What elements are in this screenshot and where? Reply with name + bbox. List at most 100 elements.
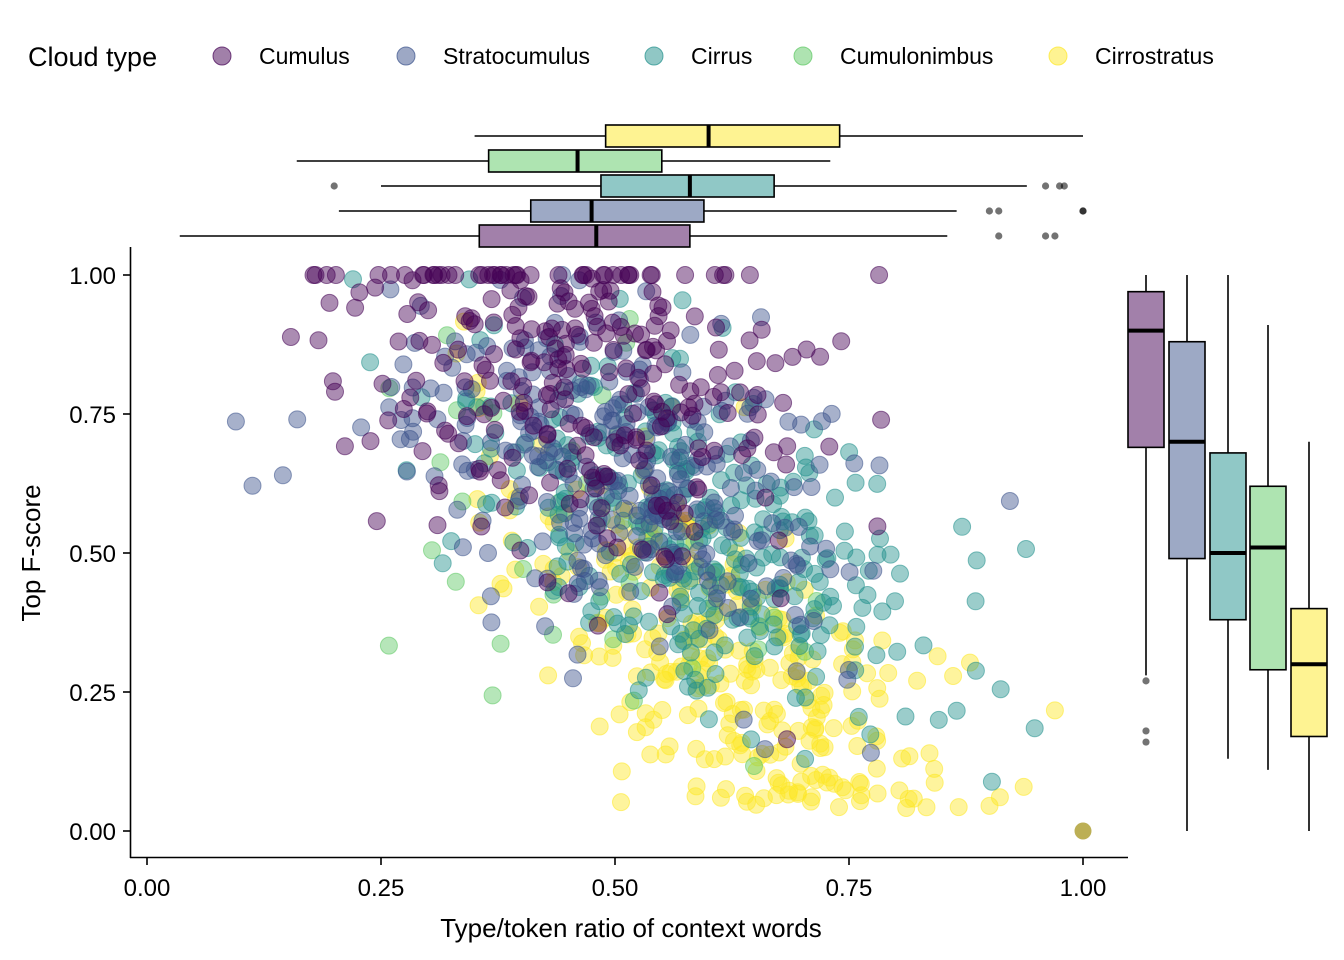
- point-cumulus: [676, 266, 695, 284]
- point-stratocumulus: [524, 421, 543, 440]
- legend-key-cirrostratus: [1048, 46, 1068, 66]
- point-cirrus: [846, 637, 864, 656]
- point-cirrostratus: [811, 739, 830, 757]
- point-cirrostratus: [904, 789, 923, 808]
- point-cirrus: [742, 730, 761, 749]
- point-cumulus: [439, 266, 458, 284]
- point-cumulus: [673, 547, 692, 566]
- point-cirrus: [732, 555, 751, 574]
- point-cumulus: [745, 428, 764, 447]
- point-cirrostratus: [590, 717, 609, 736]
- point-stratocumulus: [515, 331, 534, 350]
- point-cumulus: [366, 278, 385, 297]
- point-stratocumulus: [667, 522, 686, 541]
- point-stratocumulus: [538, 493, 556, 511]
- point-cirrus: [753, 525, 772, 544]
- point-cumulus: [543, 373, 562, 392]
- point-stratocumulus: [510, 487, 529, 506]
- point-cirrostratus: [747, 762, 766, 780]
- point-cumulus: [501, 281, 520, 300]
- point-stratocumulus: [752, 308, 770, 327]
- point-stratocumulus: [568, 574, 587, 593]
- point-stratocumulus: [756, 740, 774, 759]
- point-cumulus: [605, 433, 624, 452]
- point-cirrostratus: [539, 666, 558, 685]
- point-cumulus: [503, 448, 522, 467]
- point-cirrus: [616, 625, 634, 643]
- point-cumulus: [491, 471, 510, 490]
- point-stratocumulus: [786, 606, 805, 624]
- point-cumulus: [566, 319, 584, 338]
- point-cirrus: [704, 560, 723, 579]
- point-cirrus: [687, 681, 706, 700]
- x-boxplot-stratocumulus: [338, 199, 1087, 223]
- point-cumulus: [546, 339, 565, 358]
- point-cirrostratus: [928, 647, 947, 666]
- point-cumulus: [670, 375, 689, 394]
- point-stratocumulus: [689, 542, 708, 561]
- point-cirrostratus: [858, 664, 877, 683]
- point-cirrus: [846, 661, 865, 680]
- point-cirrostratus: [925, 773, 944, 792]
- point-cumulus: [868, 517, 887, 536]
- point-cumulus: [568, 436, 587, 455]
- point-stratocumulus: [822, 404, 841, 423]
- point-cumulus: [689, 439, 708, 458]
- point-cirrus: [867, 646, 886, 665]
- y-boxplot-cirrus: [1209, 275, 1247, 759]
- point-cirrostratus: [603, 648, 622, 667]
- point-cumulus: [651, 417, 670, 436]
- point-cirrus: [539, 498, 558, 517]
- point-stratocumulus: [688, 412, 707, 431]
- point-stratocumulus: [572, 378, 590, 397]
- point-cumulus: [598, 467, 617, 486]
- point-cirrostratus: [491, 574, 510, 593]
- point-stratocumulus: [600, 372, 619, 391]
- point-stratocumulus: [582, 521, 601, 540]
- point-stratocumulus: [870, 456, 889, 475]
- point-cirrus: [547, 429, 566, 448]
- point-cumulus: [549, 350, 568, 369]
- point-cirrostratus: [705, 750, 724, 769]
- point-cumulus: [777, 455, 796, 474]
- point-cirrus: [744, 395, 763, 413]
- point-cumulus: [588, 616, 607, 635]
- point-cumulus: [541, 384, 559, 403]
- outlier-point: [1041, 182, 1050, 190]
- point-cumulus: [769, 531, 788, 550]
- point-cumulus: [611, 318, 630, 336]
- point-cumulus: [559, 292, 578, 311]
- point-cumulus: [671, 403, 690, 422]
- point-stratocumulus: [614, 341, 633, 360]
- point-cirrostratus: [627, 723, 646, 742]
- point-cirrostratus: [812, 686, 831, 705]
- point-stratocumulus: [672, 522, 691, 541]
- point-stratocumulus: [564, 513, 583, 532]
- point-cumulus: [637, 441, 656, 460]
- point-stratocumulus: [626, 384, 645, 403]
- point-stratocumulus: [553, 266, 572, 284]
- point-stratocumulus: [538, 569, 557, 588]
- point-cumulus: [619, 385, 638, 404]
- point-cumulus: [586, 479, 605, 498]
- y-boxplot-cumulonimbus: [1249, 325, 1287, 770]
- point-cumulus: [485, 266, 504, 284]
- point-cirrus: [785, 587, 804, 606]
- point-cumulus: [571, 490, 590, 509]
- point-stratocumulus: [671, 470, 690, 489]
- point-cirrostratus: [868, 679, 887, 698]
- point-cirrostratus: [742, 676, 761, 695]
- point-cirrostratus: [1074, 822, 1092, 840]
- point-cirrostratus: [627, 667, 646, 686]
- point-cirrostratus: [1014, 777, 1033, 796]
- point-cirrostratus: [660, 737, 679, 756]
- point-cirrostratus: [870, 689, 889, 708]
- point-cumulus: [740, 331, 759, 350]
- point-cumulus: [615, 426, 634, 445]
- point-cirrus: [679, 677, 697, 696]
- point-stratocumulus: [568, 551, 587, 570]
- point-cirrostratus: [718, 726, 737, 745]
- legend-key-cumulonimbus: [793, 46, 813, 66]
- point-cumulus: [434, 353, 453, 372]
- point-stratocumulus: [457, 345, 476, 364]
